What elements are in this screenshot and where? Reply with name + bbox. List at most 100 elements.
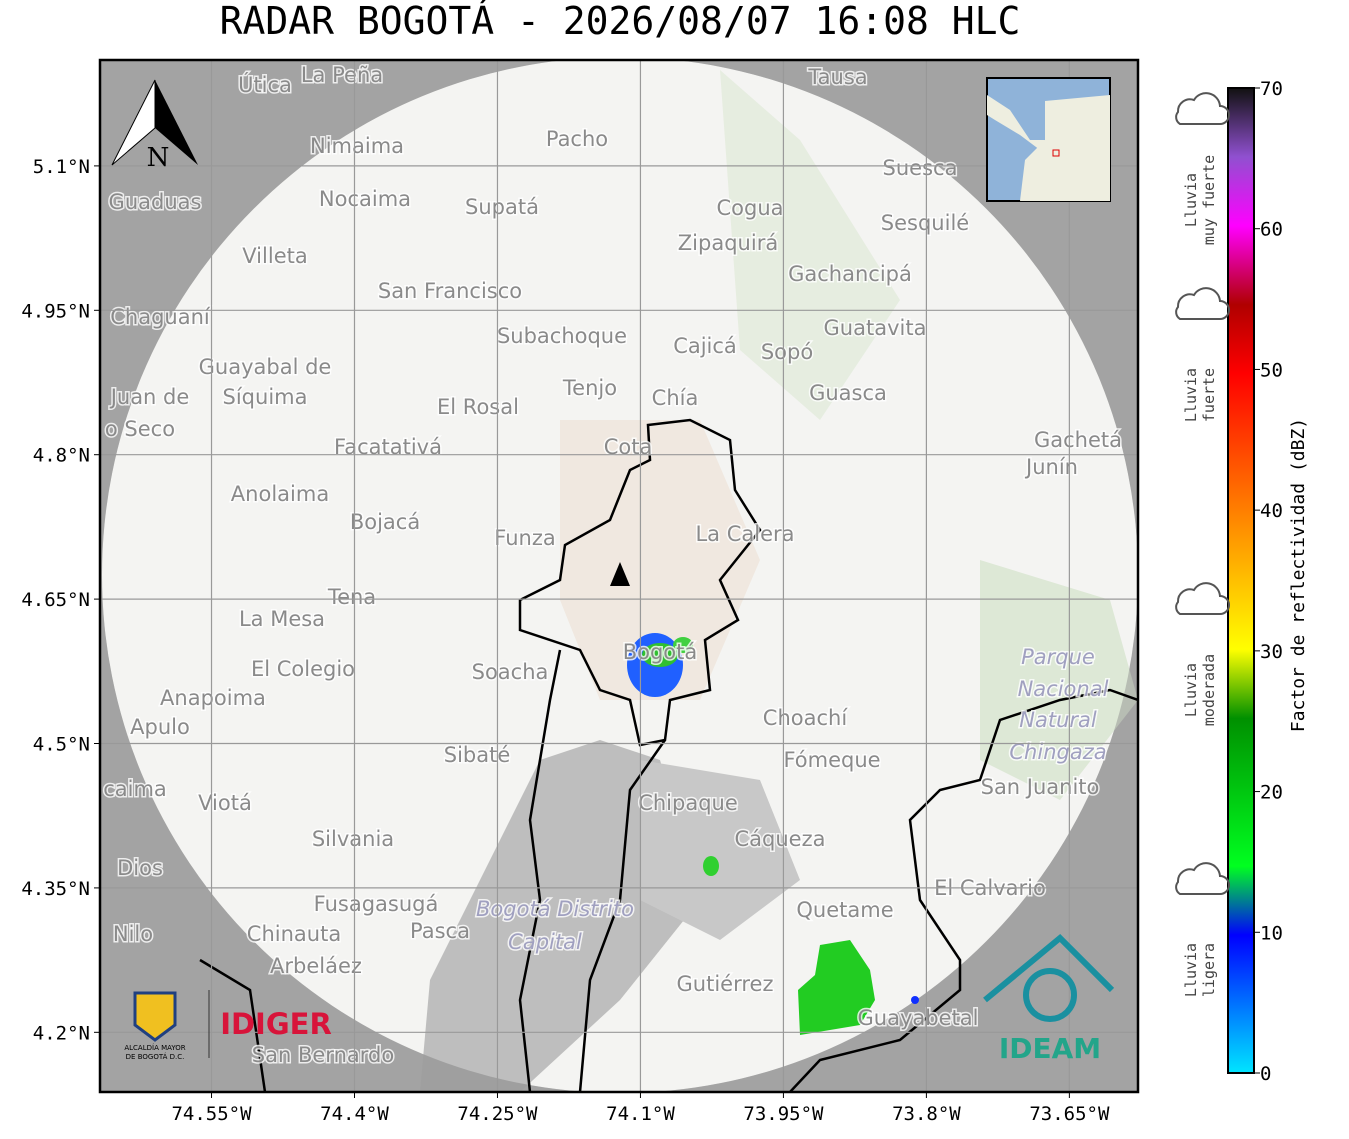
place-label: Villeta xyxy=(242,244,307,268)
place-label: Gachetá xyxy=(1034,428,1122,452)
rain-category: ligera xyxy=(1200,943,1218,997)
rain-category: moderada xyxy=(1200,654,1218,726)
place-label: Viotá xyxy=(198,791,252,815)
place-label: Chaguaní xyxy=(110,305,211,329)
place-label: San Francisco xyxy=(378,279,522,303)
weather-icon xyxy=(1175,92,1230,125)
place-label: Bogotá xyxy=(623,640,698,664)
colorbar-tick-label: 70 xyxy=(1260,78,1283,100)
place-label: La Mesa xyxy=(239,607,325,631)
colorbar-tick-label: 0 xyxy=(1260,1063,1271,1085)
radar-site xyxy=(610,562,630,586)
x-tick-label: 73.95°W xyxy=(743,1103,824,1125)
title: RADAR BOGOTÁ - 2026/08/07 16:08 HLC xyxy=(220,0,1021,43)
place-label: Dios xyxy=(117,856,163,880)
place-label: Funza xyxy=(494,526,555,550)
place-label: Tausa xyxy=(807,65,867,89)
north-arrow: N xyxy=(111,79,198,173)
y-tick-label: 4.35°N xyxy=(21,878,90,900)
ideam-roof xyxy=(983,933,1115,1003)
weather-icon xyxy=(1175,582,1230,615)
place-label: Guaduas xyxy=(109,190,202,214)
place-label: Facatativá xyxy=(334,435,442,459)
x-tick-label: 73.8°W xyxy=(892,1103,961,1125)
place-label: Gachancipá xyxy=(788,262,912,286)
place-label: Choachí xyxy=(763,706,849,730)
relief xyxy=(640,760,800,940)
place-label: o Seco xyxy=(105,417,175,441)
place-label: Tenjo xyxy=(562,376,617,400)
place-label: Zipaquirá xyxy=(678,231,778,255)
relief xyxy=(420,740,700,1092)
x-tick-label: 73.65°W xyxy=(1029,1103,1110,1125)
inset-land xyxy=(987,95,1045,150)
place-label: Pasca xyxy=(410,919,470,943)
place-label: Gutiérrez xyxy=(677,972,774,996)
place-label: Guasca xyxy=(809,381,887,405)
place-label: Suesca xyxy=(883,156,958,180)
place-label: Subachoque xyxy=(497,324,627,348)
place-label: Nilo xyxy=(113,922,153,946)
rain-category: Lluvia xyxy=(1182,663,1200,717)
place-label: Apulo xyxy=(130,715,190,739)
place-label: Soacha xyxy=(472,660,549,684)
place-label: Tena xyxy=(327,585,376,609)
y-tick-label: 4.95°N xyxy=(21,300,90,322)
inset-land xyxy=(1020,95,1110,201)
echo xyxy=(798,940,875,1035)
place-label: Quetame xyxy=(796,898,893,922)
place-label: Anapoima xyxy=(160,686,266,710)
vegetation xyxy=(720,70,900,420)
place-label: Chipaque xyxy=(638,791,738,815)
department-boundary xyxy=(518,649,562,1092)
place-label: Anolaima xyxy=(231,482,329,506)
map-frame xyxy=(98,58,1140,1094)
place-label: Silvania xyxy=(312,827,394,851)
inset-map xyxy=(986,77,1111,202)
place-label: Guatavita xyxy=(824,316,927,340)
place-label: Guayabal de xyxy=(199,355,332,379)
place-label: Arbeláez xyxy=(270,954,362,978)
place-label: El Rosal xyxy=(437,395,519,419)
y-tick-label: 4.2°N xyxy=(33,1022,90,1044)
rain-category: Lluvia xyxy=(1182,943,1200,997)
urban-area xyxy=(560,420,760,700)
place-label: Fusagasugá xyxy=(314,892,439,916)
place-label: Bogotá Distrito xyxy=(476,897,634,921)
rain-category: muy fuerte xyxy=(1200,155,1218,245)
weather-icon xyxy=(1175,862,1230,895)
place-label: Juan de xyxy=(109,385,190,409)
place-label: Cogua xyxy=(716,196,783,220)
colorbar-tick-label: 50 xyxy=(1260,359,1283,381)
vegetation xyxy=(980,560,1138,800)
weather-icon xyxy=(1175,287,1230,320)
y-tick-label: 4.5°N xyxy=(33,734,90,756)
x-tick-label: 74.25°W xyxy=(457,1103,538,1125)
place-label: Bojacá xyxy=(350,510,420,534)
colorbar-tick-label: 10 xyxy=(1260,922,1283,944)
place-label: Supatá xyxy=(465,195,539,219)
alcaldia-text: ALCALDÍA MAYOR xyxy=(124,1043,185,1052)
echo xyxy=(911,996,919,1004)
place-label: Parque xyxy=(1021,645,1095,669)
department-boundary xyxy=(789,688,1138,1092)
place-label: Fómeque xyxy=(783,748,880,772)
place-label: caima xyxy=(103,777,167,801)
place-label: San Juanito xyxy=(981,775,1100,799)
colorbar-label: Factor de reflectividad (dBZ) xyxy=(1288,418,1309,732)
place-label: Chinauta xyxy=(247,922,341,946)
department-boundary xyxy=(199,958,267,1092)
inset-location xyxy=(1052,149,1060,157)
x-tick-label: 74.55°W xyxy=(171,1103,252,1125)
y-tick-label: 4.65°N xyxy=(21,589,90,611)
colorbar-tick-label: 20 xyxy=(1260,782,1283,804)
y-tick-label: 4.8°N xyxy=(33,445,90,467)
place-label: Sibaté xyxy=(444,743,511,767)
colorbar-tick-label: 30 xyxy=(1260,641,1283,663)
place-label: La Calera xyxy=(695,522,794,546)
place-label: Guayabetal xyxy=(858,1006,979,1030)
idiger-logo: IDIGER xyxy=(220,1007,332,1041)
north-label: N xyxy=(147,143,170,173)
echo xyxy=(642,643,678,667)
